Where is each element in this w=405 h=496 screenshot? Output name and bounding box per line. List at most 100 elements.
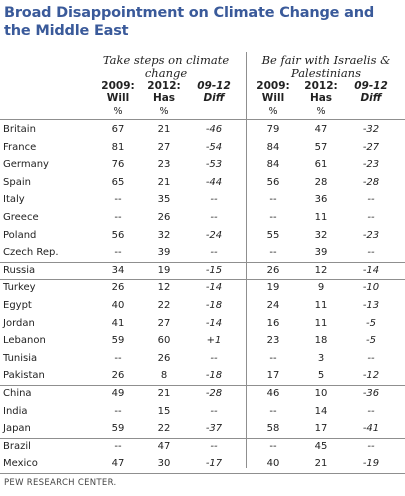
diff-cell: --	[210, 247, 218, 259]
column-header-line2: Has	[152, 92, 176, 104]
table-row: Italy -- 35 -- -- 36 --	[0, 192, 405, 207]
column-header-line1: 2009:	[256, 80, 290, 92]
diff-cell: -54	[205, 141, 223, 153]
value-cell: 22	[157, 423, 171, 435]
value-cell: 10	[314, 388, 328, 399]
value-cell: 45	[314, 440, 328, 452]
value-cell: --	[269, 247, 277, 259]
diff-cell: -24	[205, 229, 223, 241]
value-cell: --	[269, 352, 277, 364]
value-cell: 19	[266, 282, 280, 294]
diff-cell: -41	[362, 423, 380, 435]
value-cell: 65	[111, 176, 125, 188]
value-cell: 16	[266, 317, 280, 329]
country-name: Russia	[3, 264, 36, 276]
value-cell: 23	[266, 335, 280, 347]
column-header-line1: 2012:	[147, 80, 181, 92]
country-name: Mexico	[3, 458, 38, 470]
value-cell: 12	[157, 282, 171, 294]
country-name: Greece	[3, 212, 39, 223]
value-cell: 18	[314, 335, 328, 347]
diff-cell: -19	[362, 458, 380, 470]
value-cell: 21	[314, 458, 328, 470]
value-cell: 40	[111, 300, 125, 311]
group-heading-climate: Take steps on climate change	[102, 53, 230, 80]
value-cell: 56	[266, 176, 280, 188]
diff-cell: -44	[205, 176, 223, 188]
diff-cell: -12	[362, 370, 380, 382]
value-cell: --	[114, 212, 122, 223]
column-header-c2012: 2012: Has	[296, 80, 346, 104]
country-name: Jordan	[3, 317, 35, 329]
value-cell: 11	[314, 212, 328, 223]
value-cell: 39	[157, 247, 171, 259]
source-note: PEW RESEARCH CENTER.	[4, 478, 117, 488]
value-cell: 35	[157, 194, 171, 206]
country-name: Czech Rep.	[3, 247, 59, 259]
country-name: Britain	[3, 124, 36, 135]
value-cell: 17	[314, 423, 328, 435]
diff-cell: -14	[362, 264, 380, 276]
table-row: Russia 34 19 -15 26 12 -14	[0, 263, 405, 278]
diff-cell: -18	[205, 300, 223, 311]
value-cell: 60	[157, 335, 171, 347]
column-header-line1: 2012:	[304, 80, 338, 92]
country-name: China	[3, 388, 32, 399]
diff-cell: --	[367, 405, 375, 417]
group-heading-israel-palestine: Be fair with Israelis & Palestinians	[261, 53, 391, 80]
page-title: Broad Disappointment on Climate Change a…	[4, 5, 375, 39]
diff-cell: --	[210, 352, 218, 364]
country-name: Egypt	[3, 300, 32, 311]
diff-cell: -14	[205, 317, 223, 329]
value-cell: 26	[157, 212, 171, 223]
value-cell: 19	[157, 264, 171, 276]
row-divider	[0, 437, 405, 439]
country-name: Pakistan	[3, 370, 45, 382]
table-row: Mexico 47 30 -17 40 21 -19	[0, 456, 405, 471]
diff-cell: -18	[205, 370, 223, 382]
row-divider	[0, 261, 405, 263]
diff-cell: --	[210, 194, 218, 206]
diff-cell: -32	[362, 124, 380, 135]
value-cell: 32	[157, 229, 171, 241]
value-cell: 21	[157, 124, 171, 135]
value-cell: --	[269, 212, 277, 223]
diff-cell: -37	[205, 423, 223, 435]
value-cell: 76	[111, 159, 125, 171]
diff-cell: -23	[362, 159, 380, 171]
value-cell: 5	[317, 370, 325, 382]
diff-cell: -17	[205, 458, 223, 470]
value-cell: 26	[111, 370, 125, 382]
country-name: Brazil	[3, 440, 31, 452]
diff-cell: --	[367, 352, 375, 364]
diff-cell: -14	[205, 282, 223, 294]
value-cell: 27	[157, 141, 171, 153]
table-row: Turkey 26 12 -14 19 9 -10	[0, 280, 405, 295]
table-row: Czech Rep. -- 39 -- -- 39 --	[0, 245, 405, 260]
column-header-line2: Will	[106, 92, 130, 104]
value-cell: 59	[111, 423, 125, 435]
diff-cell: -5	[366, 335, 376, 347]
value-cell: 30	[157, 458, 171, 470]
country-name: Italy	[3, 194, 25, 206]
value-cell: 58	[266, 423, 280, 435]
country-name: Japan	[3, 423, 31, 435]
value-cell: 27	[157, 317, 171, 329]
value-cell: 3	[317, 352, 325, 364]
column-group-divider	[246, 52, 247, 468]
column-header-line1: 09-12	[354, 80, 388, 92]
diff-cell: --	[210, 440, 218, 452]
value-cell: 26	[157, 352, 171, 364]
value-cell: --	[269, 440, 277, 452]
column-header-c2009: 2009: Will	[248, 80, 298, 104]
diff-cell: -28	[362, 176, 380, 188]
value-cell: --	[269, 194, 277, 206]
value-cell: 39	[314, 247, 328, 259]
value-cell: 26	[266, 264, 280, 276]
percent-unit: %	[268, 106, 278, 117]
table-row: Egypt 40 22 -18 24 11 -13	[0, 298, 405, 313]
value-cell: 15	[157, 405, 171, 417]
column-header-c2009: 2009: Will	[93, 80, 143, 104]
value-cell: 79	[266, 124, 280, 135]
diff-cell: --	[367, 212, 375, 223]
